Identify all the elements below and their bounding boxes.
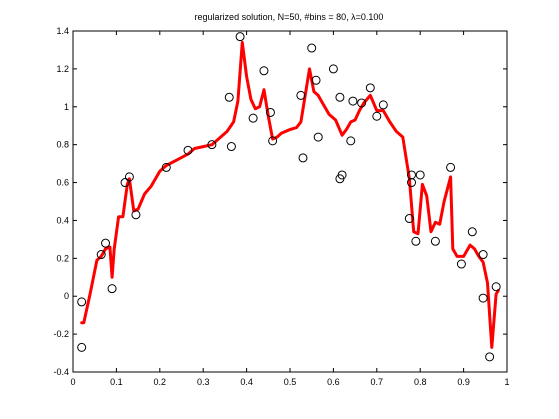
data-point bbox=[485, 352, 495, 362]
y-tick-label: 0 bbox=[64, 291, 69, 301]
data-point bbox=[430, 236, 440, 246]
x-tick-label: 0.8 bbox=[414, 377, 427, 387]
data-point bbox=[311, 75, 321, 85]
data-point bbox=[404, 214, 414, 224]
x-tick-label: 0 bbox=[70, 377, 75, 387]
data-point bbox=[365, 83, 375, 93]
data-point bbox=[77, 297, 87, 307]
y-tick-label: 1.4 bbox=[56, 26, 69, 36]
data-point bbox=[207, 140, 217, 150]
axes-frame bbox=[72, 30, 508, 373]
data-point bbox=[478, 293, 488, 303]
data-point bbox=[491, 282, 501, 292]
y-tick-label: 0.4 bbox=[56, 215, 69, 225]
data-point bbox=[235, 32, 245, 42]
data-point bbox=[372, 111, 382, 121]
x-tick-label: 0.6 bbox=[327, 377, 340, 387]
plot-content bbox=[77, 32, 501, 362]
data-point bbox=[446, 162, 456, 172]
data-point bbox=[77, 342, 87, 352]
data-point bbox=[124, 172, 134, 182]
y-tick-label: 1.2 bbox=[56, 64, 69, 74]
x-tick-label: 0.4 bbox=[240, 377, 253, 387]
x-tick-label: 0.7 bbox=[371, 377, 384, 387]
y-tick-label: 0.2 bbox=[56, 253, 69, 263]
data-point bbox=[456, 259, 466, 269]
y-tick-label: 1 bbox=[64, 102, 69, 112]
data-point bbox=[411, 236, 421, 246]
data-point bbox=[357, 98, 367, 108]
x-tick-label: 1 bbox=[504, 377, 509, 387]
data-point bbox=[161, 162, 171, 172]
data-point bbox=[101, 238, 111, 248]
data-point bbox=[328, 64, 338, 74]
data-point bbox=[183, 145, 193, 155]
data-point bbox=[96, 250, 106, 260]
data-point bbox=[335, 92, 345, 102]
data-point bbox=[478, 250, 488, 260]
data-point bbox=[131, 210, 141, 220]
chart-title: regularized solution, N=50, #bins = 80, … bbox=[195, 12, 384, 22]
data-point bbox=[346, 136, 356, 146]
data-point bbox=[407, 178, 417, 188]
data-point bbox=[107, 284, 117, 294]
axis-ticks: 0 0.1 0.2 0.3 0.4 0.5 0.6 0.7 0.8 0.9 1 -0.4 -0.2 0 0.… bbox=[53, 26, 509, 387]
y-tick-label: -0.4 bbox=[53, 367, 69, 377]
data-point bbox=[378, 100, 388, 110]
data-point bbox=[467, 227, 477, 237]
y-tick-label: -0.2 bbox=[53, 329, 69, 339]
x-tick-label: 0.2 bbox=[154, 377, 167, 387]
data-point bbox=[298, 153, 308, 163]
series-line-regularized bbox=[80, 40, 500, 349]
data-point bbox=[248, 113, 258, 123]
data-point bbox=[268, 136, 278, 146]
y-tick-label: 0.6 bbox=[56, 178, 69, 188]
x-tick-label: 0.3 bbox=[197, 377, 210, 387]
data-point bbox=[313, 132, 323, 142]
y-tick-label: 0.8 bbox=[56, 140, 69, 150]
x-tick-label: 0.9 bbox=[457, 377, 470, 387]
data-point bbox=[296, 90, 306, 100]
data-point bbox=[415, 170, 425, 180]
data-point bbox=[348, 96, 358, 106]
data-point bbox=[259, 66, 269, 76]
data-point bbox=[337, 170, 347, 180]
plot-area bbox=[73, 31, 507, 372]
data-point bbox=[226, 142, 236, 152]
x-tick-label: 0.5 bbox=[284, 377, 297, 387]
data-point bbox=[224, 92, 234, 102]
data-point bbox=[120, 178, 130, 188]
data-point bbox=[307, 43, 317, 53]
x-tick-label: 0.1 bbox=[110, 377, 123, 387]
data-point bbox=[265, 107, 275, 117]
